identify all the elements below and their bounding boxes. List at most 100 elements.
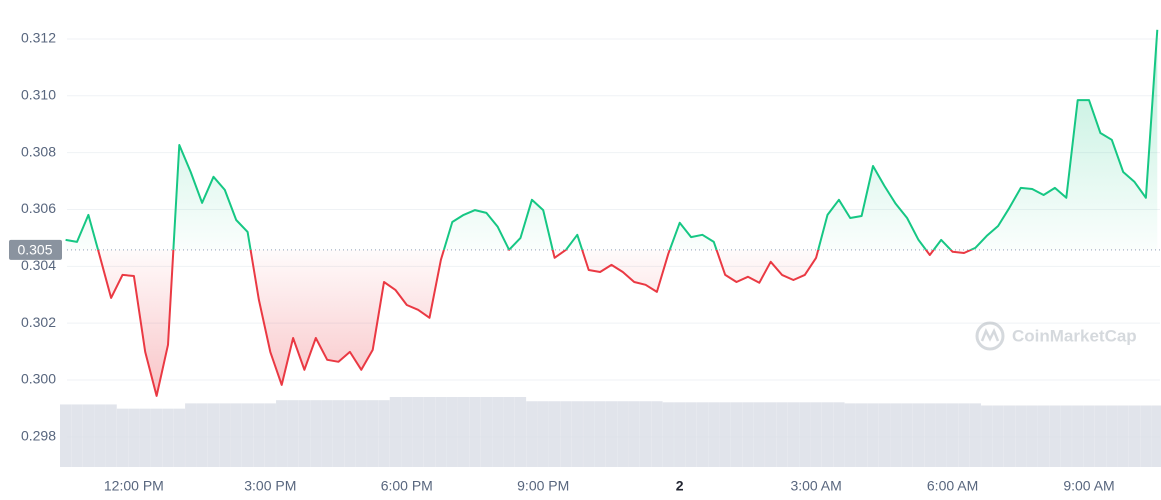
- volume-bar: [150, 408, 163, 467]
- volume-bar: [514, 397, 527, 467]
- volume-bar: [1151, 405, 1161, 467]
- volume-bar: [776, 402, 788, 467]
- volume-bar: [537, 401, 549, 467]
- volume-bar: [1094, 405, 1107, 467]
- volume-bar: [469, 397, 481, 467]
- volume-bar: [60, 404, 72, 467]
- volume-bar: [1060, 405, 1072, 467]
- volume-bar: [810, 402, 822, 467]
- volume-bar: [412, 397, 424, 467]
- volume-bar: [753, 402, 765, 467]
- volume-bar: [674, 402, 686, 467]
- volume-bar: [935, 403, 947, 467]
- volume-bar: [560, 401, 572, 467]
- volume-bar: [207, 403, 220, 467]
- volume-bar: [332, 400, 345, 467]
- volume-bar: [321, 400, 333, 467]
- volume-bar: [583, 401, 595, 467]
- grid: [67, 38, 1160, 438]
- x-tick-label: 2: [676, 478, 684, 494]
- volume-bar: [696, 402, 709, 467]
- volume-bar: [94, 404, 106, 467]
- x-tick-label: 6:00 PM: [381, 478, 433, 494]
- volume-bar: [946, 403, 959, 467]
- x-tick-label: 3:00 PM: [244, 478, 296, 494]
- volume-bar: [708, 402, 720, 467]
- volume-bar: [423, 397, 436, 467]
- price-line-down: [97, 249, 974, 397]
- volume-bar: [1037, 405, 1050, 467]
- volume-bar: [662, 402, 674, 467]
- volume-bar: [378, 400, 390, 467]
- volume-bar: [1117, 405, 1129, 467]
- volume-bar: [821, 402, 834, 467]
- volume-bar: [742, 402, 754, 467]
- volume-bar: [139, 408, 151, 467]
- volume-bar: [548, 401, 561, 467]
- volume-bar: [639, 401, 652, 467]
- volume-bar: [924, 403, 936, 467]
- volume-bars: [60, 397, 1161, 467]
- plot: [65, 29, 1160, 397]
- volume-bar: [241, 403, 254, 467]
- volume-bar: [173, 408, 185, 467]
- y-tick-label: 0.308: [21, 143, 56, 159]
- volume-bar: [230, 403, 242, 467]
- volume-bar: [355, 400, 367, 467]
- volume-bar: [1026, 405, 1038, 467]
- volume-bar: [1128, 405, 1141, 467]
- volume-bar: [651, 401, 663, 467]
- y-tick-label: 0.304: [21, 257, 56, 273]
- volume-bar: [276, 400, 288, 467]
- volume-bar: [367, 400, 379, 467]
- volume-bar: [1083, 405, 1095, 467]
- baseline-label: 0.305: [17, 242, 52, 258]
- volume-bar: [105, 404, 117, 467]
- volume-bar: [503, 397, 515, 467]
- volume-bar: [435, 397, 447, 467]
- y-tick-label: 0.302: [21, 314, 56, 330]
- volume-bar: [844, 403, 856, 467]
- area-down: [65, 249, 1158, 396]
- volume-bar: [344, 400, 356, 467]
- volume-bar: [1015, 405, 1027, 467]
- y-tick-label: 0.310: [21, 86, 56, 102]
- volume-bar: [992, 405, 1004, 467]
- volume-bar: [457, 397, 470, 467]
- watermark-logo: [975, 321, 1005, 351]
- price-line-up: [65, 29, 1159, 250]
- x-tick-label: 9:00 AM: [1063, 478, 1114, 494]
- labels: 0.298 0.300 0.302 0.304 0.306 0.308 0.310 0.312…: [9, 30, 1115, 494]
- y-tick-label: 0.306: [21, 200, 56, 216]
- x-tick-label: 12:00 PM: [104, 478, 164, 494]
- volume-bar: [912, 403, 925, 467]
- volume-bar: [526, 401, 538, 467]
- volume-bar: [1003, 405, 1016, 467]
- volume-bar: [1140, 405, 1152, 467]
- volume-bar: [617, 401, 629, 467]
- y-tick-label: 0.312: [21, 30, 56, 46]
- volume-bar: [1049, 405, 1061, 467]
- volume-bar: [855, 403, 868, 467]
- volume-bar: [480, 397, 493, 467]
- volume-bar: [1072, 405, 1084, 467]
- volume-bar: [196, 403, 208, 467]
- volume-bar: [730, 402, 743, 467]
- watermark: CoinMarketCap: [975, 321, 1137, 351]
- volume-bar: [958, 403, 970, 467]
- volume-bar: [685, 402, 697, 467]
- volume-bar: [310, 400, 322, 467]
- volume-bar: [901, 403, 913, 467]
- x-tick-label: 3:00 AM: [790, 478, 841, 494]
- x-tick-label: 6:00 AM: [927, 478, 978, 494]
- volume-bar: [969, 403, 981, 467]
- y-tick-label: 0.298: [21, 428, 56, 444]
- volume-bar: [389, 397, 402, 467]
- volume-bar: [401, 397, 413, 467]
- volume-bar: [833, 402, 845, 467]
- volume-bar: [878, 403, 890, 467]
- area-up: [65, 29, 1158, 250]
- volume-bar: [1106, 405, 1118, 467]
- volume-bar: [765, 402, 777, 467]
